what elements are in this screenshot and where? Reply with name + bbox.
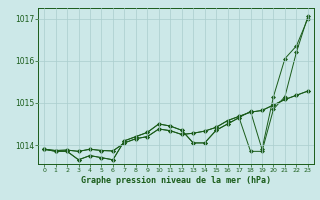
X-axis label: Graphe pression niveau de la mer (hPa): Graphe pression niveau de la mer (hPa)	[81, 176, 271, 185]
